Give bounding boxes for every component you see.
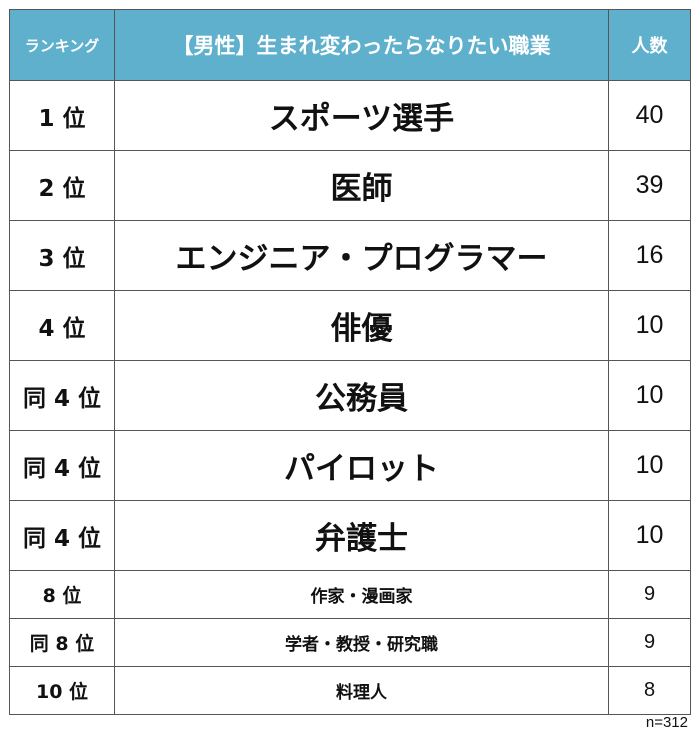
- job-cell: パイロット: [114, 430, 609, 501]
- count-cell: 39: [608, 150, 691, 221]
- count-cell: 8: [608, 666, 691, 715]
- rank-column-header: ランキング: [9, 9, 115, 81]
- table-row: 同 4 位 公務員 10: [9, 360, 691, 431]
- job-cell: エンジニア・プログラマー: [114, 220, 609, 291]
- rank-cell: 2 位: [9, 150, 115, 221]
- header-row: ランキング 【男性】生まれ変わったらなりたい職業 人数: [9, 9, 691, 81]
- rank-cell: 1 位: [9, 80, 115, 151]
- table-row: 1 位 スポーツ選手 40: [9, 80, 691, 151]
- rank-cell: 同 4 位: [9, 360, 115, 431]
- job-cell: 俳優: [114, 290, 609, 361]
- rank-cell: 同 4 位: [9, 430, 115, 501]
- table-row: 4 位 俳優 10: [9, 290, 691, 361]
- table-row: 2 位 医師 39: [9, 150, 691, 221]
- rank-cell: 同 4 位: [9, 500, 115, 571]
- count-cell: 10: [608, 430, 691, 501]
- rank-cell: 10 位: [9, 666, 115, 715]
- rank-cell: 4 位: [9, 290, 115, 361]
- job-cell: 弁護士: [114, 500, 609, 571]
- job-cell: 学者・教授・研究職: [114, 618, 609, 667]
- rank-cell: 3 位: [9, 220, 115, 291]
- ranking-table: ランキング 【男性】生まれ変わったらなりたい職業 人数 1 位 スポーツ選手 4…: [9, 9, 691, 715]
- job-cell: 作家・漫画家: [114, 570, 609, 619]
- count-cell: 10: [608, 290, 691, 361]
- table-row: 同 4 位 パイロット 10: [9, 430, 691, 501]
- count-cell: 10: [608, 500, 691, 571]
- count-cell: 16: [608, 220, 691, 291]
- job-cell: スポーツ選手: [114, 80, 609, 151]
- job-cell: 料理人: [114, 666, 609, 715]
- count-cell: 9: [608, 618, 691, 667]
- count-column-header: 人数: [608, 9, 691, 81]
- rank-cell: 同 8 位: [9, 618, 115, 667]
- job-cell: 公務員: [114, 360, 609, 431]
- table-row: 同 8 位 学者・教授・研究職 9: [9, 618, 691, 667]
- rank-cell: 8 位: [9, 570, 115, 619]
- count-cell: 9: [608, 570, 691, 619]
- table-row: 同 4 位 弁護士 10: [9, 500, 691, 571]
- sample-size-note: n=312: [645, 714, 688, 731]
- job-cell: 医師: [114, 150, 609, 221]
- table-row: 10 位 料理人 8: [9, 666, 691, 715]
- table-row: 8 位 作家・漫画家 9: [9, 570, 691, 619]
- table-row: 3 位 エンジニア・プログラマー 16: [9, 220, 691, 291]
- table-title: 【男性】生まれ変わったらなりたい職業: [114, 9, 609, 81]
- count-cell: 40: [608, 80, 691, 151]
- count-cell: 10: [608, 360, 691, 431]
